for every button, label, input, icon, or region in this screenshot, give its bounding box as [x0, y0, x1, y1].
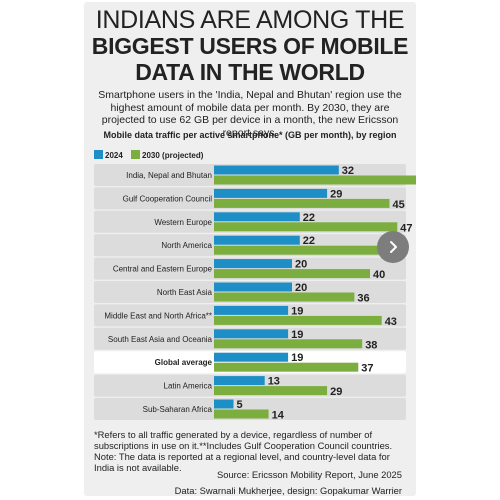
bar-2024 — [214, 165, 339, 175]
chart-legend: 2024 2030 (projected) — [94, 150, 209, 160]
row-band — [94, 374, 406, 397]
bar-2024 — [214, 259, 292, 269]
bar-2024 — [214, 399, 234, 409]
category-label: Middle East and North Africa** — [104, 311, 212, 320]
value-label-2030: 37 — [361, 363, 373, 375]
bar-2030 — [214, 245, 382, 255]
bar-2024 — [214, 376, 265, 386]
value-label-2030: 43 — [385, 316, 397, 328]
value-label-2024: 19 — [291, 352, 303, 364]
bar-2024 — [214, 282, 292, 292]
legend-swatch-2024 — [94, 150, 103, 159]
value-label-2024: 19 — [291, 305, 303, 317]
row-band — [94, 398, 406, 420]
value-label-2030: 29 — [330, 386, 342, 398]
bar-2024 — [214, 329, 289, 339]
bar-chart: India, Nepal and Bhutan3262Gulf Cooperat… — [94, 164, 416, 422]
bar-2030 — [214, 339, 363, 349]
value-label-2030: 40 — [373, 269, 385, 281]
headline-line-3: DATA IN THE WORLD — [135, 59, 365, 85]
value-label-2024: 13 — [268, 376, 280, 388]
bar-2030 — [214, 198, 390, 208]
bar-2024 — [214, 352, 289, 362]
value-label-2024: 32 — [342, 165, 354, 177]
bar-2030 — [214, 362, 359, 372]
bar-2024 — [214, 305, 289, 315]
bar-2024 — [214, 188, 328, 198]
bar-2030 — [214, 292, 355, 302]
footnotes: *Refers to all traffic generated by a de… — [94, 429, 393, 473]
category-label: India, Nepal and Bhutan — [126, 171, 212, 180]
next-slide-button[interactable] — [377, 231, 409, 263]
legend-label-2024: 2024 — [105, 151, 123, 160]
category-label: South East Asia and Oceania — [108, 335, 213, 344]
value-label-2030: 45 — [393, 199, 405, 211]
category-label: Sub-Saharan Africa — [143, 405, 213, 414]
value-label-2030: 14 — [272, 410, 285, 422]
value-label-2024: 20 — [295, 282, 307, 294]
bar-2024 — [214, 212, 300, 222]
value-label-2024: 22 — [303, 212, 315, 224]
category-label: North East Asia — [157, 288, 213, 297]
value-label-2024: 22 — [303, 235, 315, 247]
value-label-2030: 38 — [365, 339, 377, 351]
value-label-2030: 47 — [400, 222, 412, 234]
value-label-2024: 29 — [330, 188, 342, 200]
value-label-2030: 36 — [357, 293, 369, 305]
category-label: Gulf Cooperation Council — [123, 194, 213, 203]
bar-2024 — [214, 235, 300, 245]
bar-2030 — [214, 269, 370, 279]
category-label: Western Europe — [154, 218, 212, 227]
infographic-card: INDIANS ARE AMONG THE BIGGEST USERS OF M… — [84, 2, 416, 496]
bar-2030 — [214, 315, 382, 325]
credit-text: Data: Swarnali Mukherjee, design: Gopaku… — [174, 485, 402, 496]
bar-2030 — [214, 409, 269, 419]
intro-text: Smartphone users in the 'India, Nepal an… — [98, 89, 402, 139]
category-label: Latin America — [164, 382, 213, 391]
bar-2030 — [214, 222, 398, 232]
headline-line-2: BIGGEST USERS OF MOBILE — [91, 33, 409, 59]
category-label: Central and Eastern Europe — [113, 265, 213, 274]
category-label: Global average — [155, 358, 213, 367]
value-label-2024: 5 — [237, 399, 243, 411]
legend-item-2024: 2024 — [94, 150, 123, 160]
source-text: Source: Ericsson Mobility Report, June 2… — [217, 469, 402, 480]
legend-swatch-2030 — [131, 150, 141, 159]
bar-2030 — [214, 175, 416, 185]
value-label-2024: 19 — [291, 329, 303, 341]
category-label: North America — [161, 241, 212, 250]
headline-line-1: INDIANS ARE AMONG THE — [95, 6, 405, 34]
legend-item-2030: 2030 (projected) — [131, 150, 204, 160]
chevron-right-icon — [390, 241, 397, 253]
value-label-2024: 20 — [295, 259, 307, 271]
legend-label-2030: 2030 (projected) — [142, 151, 204, 160]
bar-2030 — [214, 386, 328, 396]
chart-title: Mobile data traffic per active smartphon… — [103, 130, 397, 140]
